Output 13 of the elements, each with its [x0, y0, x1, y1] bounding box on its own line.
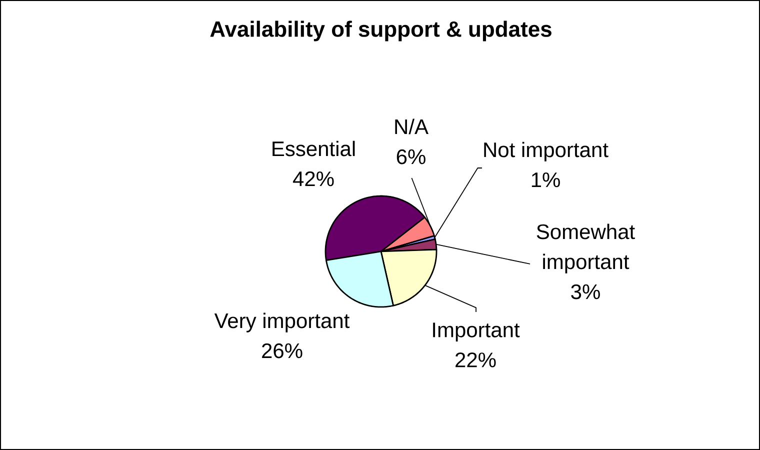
- slice-label: Essential: [272, 140, 355, 156]
- slice-label: Very important: [214, 312, 350, 332]
- chart-title: Availability of support & updates: [210, 20, 552, 42]
- data-label: 22%: [456, 352, 496, 368]
- data-label: 1%: [532, 172, 560, 188]
- data-label: 26%: [262, 343, 302, 358]
- data-label: 42%: [292, 171, 334, 186]
- slice-label: Important: [433, 322, 520, 342]
- slice-label: Not important: [484, 142, 608, 162]
- slice-label: N/A: [395, 118, 428, 134]
- slice-label: Somewhat important: [536, 224, 635, 274]
- data-label: 3%: [571, 284, 600, 300]
- data-label: 6%: [396, 149, 426, 164]
